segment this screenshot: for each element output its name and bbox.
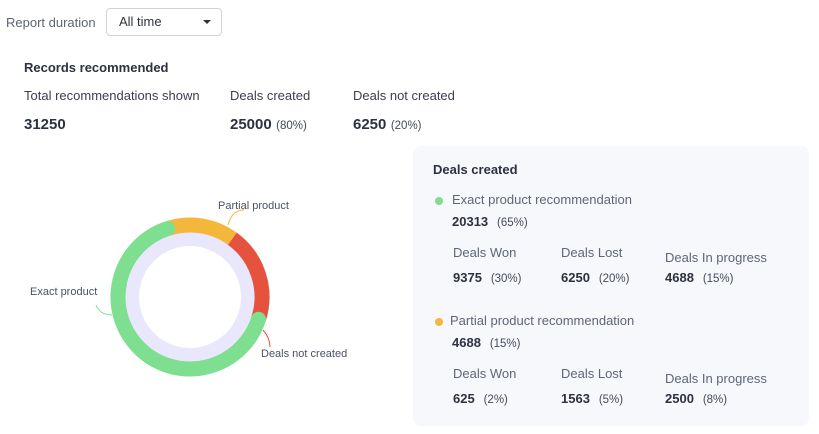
total-label: Total recommendations shown	[24, 88, 200, 103]
leader-line-not-created	[262, 329, 271, 348]
deals-created-panel: Deals created Exact product recommendati…	[413, 146, 809, 426]
label-not-created: Deals not created	[261, 348, 347, 360]
group-value: 4688 (15%)	[452, 335, 521, 350]
label-partial: Partial product	[218, 200, 289, 212]
leader-line-exact	[95, 304, 113, 316]
selected-value: All time	[119, 14, 162, 29]
stat-label: Deals Lost	[561, 245, 623, 260]
panel-title: Deals created	[433, 162, 518, 177]
stat-value: 9375 (30%)	[453, 270, 522, 285]
stat-label: Deals Won	[453, 245, 517, 260]
leader-line-partial	[227, 209, 245, 226]
stat-label: Deals Won	[453, 366, 517, 381]
group-label: Exact product recommendation	[452, 192, 632, 207]
label-exact: Exact product	[30, 286, 97, 298]
group-label: Partial product recommendation	[450, 313, 635, 328]
group-value: 20313 (65%)	[452, 214, 528, 229]
total-value: 31250	[24, 116, 66, 133]
stat-label: Deals In progress	[665, 250, 767, 265]
section-title: Records recommended	[24, 60, 169, 75]
stat-value: 2500 (8%)	[665, 391, 728, 406]
donut-segment-exact-product	[110, 221, 266, 377]
not-created-label: Deals not created	[353, 88, 455, 103]
report-duration-select[interactable]: All time	[106, 8, 222, 36]
stat-value: 625 (2%)	[453, 391, 508, 406]
not-created-metric: 6250 (20%)	[353, 116, 422, 133]
stat-label: Deals Lost	[561, 366, 623, 381]
donut-segment-deals-not-created	[227, 232, 270, 322]
report-duration-label: Report duration	[6, 15, 96, 30]
stat-value: 6250 (20%)	[561, 270, 630, 285]
stat-value: 1563 (5%)	[561, 391, 624, 406]
stat-value: 4688 (15%)	[665, 270, 734, 285]
stat-label: Deals In progress	[665, 371, 767, 386]
created-metric: 25000 (80%)	[230, 116, 307, 133]
created-label: Deals created	[230, 88, 311, 103]
donut-chart: Exact product Partial product Deals not …	[30, 200, 347, 377]
legend-dot-icon	[435, 197, 443, 205]
donut-track	[125, 232, 255, 362]
chevron-down-icon	[203, 20, 211, 24]
legend-dot-icon	[435, 318, 443, 326]
